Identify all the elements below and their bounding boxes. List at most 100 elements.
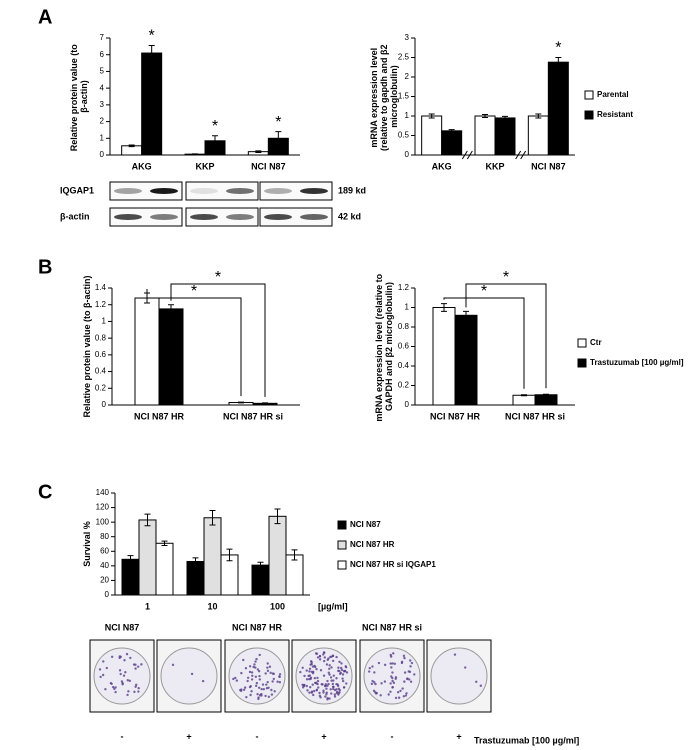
error-bar [482,113,488,119]
colony [393,662,397,665]
colony [377,661,381,665]
colony [331,682,335,686]
significance-star: * [212,118,218,135]
colony [266,669,270,673]
colony [201,679,205,683]
y-tick-label: 6 [100,50,105,59]
significance-star: * [481,283,487,300]
colony [394,677,397,680]
x-tick-label: KKP [485,161,504,171]
colony [405,692,408,695]
bar [158,308,184,406]
y-tick-label: 0.4 [398,361,410,370]
plate-group: NCI N87 HR si [362,622,422,632]
colony [242,658,245,662]
colony [383,680,387,683]
colony [136,665,140,668]
y-tick-label: 0.6 [398,342,410,351]
blot-box [109,207,183,227]
colony [305,678,309,681]
colony [404,694,408,697]
colony [273,690,276,693]
bar [547,61,569,156]
blot-band [264,188,292,194]
colony [409,659,412,662]
colony [322,659,326,663]
colony [372,689,376,692]
x-tick-label: AKG [432,161,452,171]
colony [111,685,115,689]
colony [253,663,256,666]
error-bar [275,131,282,146]
x-tick-label: NCI N87 HR si [505,411,565,421]
colony [308,691,311,694]
colony [333,693,337,696]
panel-label: C [38,481,52,503]
error-bar [555,57,562,68]
colony [255,681,259,685]
colony [326,679,329,683]
colony [272,677,276,681]
legend-swatch [337,560,347,570]
bar [138,519,157,596]
y-tick-label: 2 [405,72,410,81]
colony [371,665,374,668]
colony [262,688,266,691]
colony [340,662,343,665]
bar [474,115,496,156]
colony [310,691,314,694]
colony [133,690,136,694]
colony [270,693,274,696]
plate-well [430,647,488,705]
plate-treatment-label: Trastuzumab [100 µg/ml] [474,735,579,745]
colony [337,693,340,696]
colony [137,686,140,690]
colony [402,695,406,698]
colony [307,677,311,681]
colony [322,651,326,654]
colony [332,674,336,677]
plate-sign: + [186,731,191,741]
colony [313,676,317,680]
y-tick-label: 1 [100,133,105,142]
colony [329,655,332,659]
blot-band [226,188,254,194]
colony [389,653,392,657]
colony [383,663,387,667]
colony [311,683,314,686]
error-bar [161,540,168,546]
colony [380,682,383,685]
plate-sign: + [456,731,461,741]
colony [323,656,326,659]
colony [329,688,332,691]
x-tick-label: 10 [207,601,217,611]
significance-star: * [503,269,509,286]
colony [110,682,113,685]
error-bar [226,548,233,562]
colony [328,697,331,700]
bar [121,558,140,596]
colony [278,675,281,679]
colony [389,662,392,665]
colony [391,671,394,674]
x-tick-label: KKP [195,161,214,171]
y-tick-label: 120 [96,503,110,512]
panel-label: B [38,256,52,278]
bar [268,515,287,596]
y-tick-label: 0.4 [95,367,107,376]
colony [374,692,378,695]
bar [203,517,222,596]
colony [124,671,127,674]
colony [266,680,269,684]
blot-size: 42 kd [338,211,361,221]
colony [101,673,105,677]
colony [322,689,325,692]
colony [332,685,335,689]
colony [370,682,374,686]
colony [232,677,235,681]
y-tick-label: 100 [96,517,110,526]
error-bar [291,549,298,561]
colony [307,674,310,678]
colony [135,683,138,687]
